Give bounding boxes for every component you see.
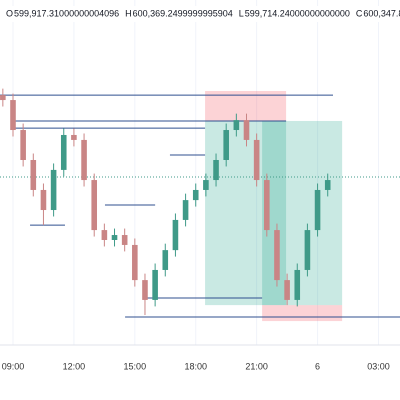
candle-body (162, 250, 169, 270)
candle-body (284, 280, 290, 300)
x-tick-label: 21:00 (245, 361, 268, 371)
candle-body (10, 100, 16, 131)
ohlc-value: 600,369.2499999995904 (133, 8, 233, 18)
ohlc-value: 599,714.24000000000000 (245, 8, 350, 18)
candle-body (60, 134, 67, 170)
candle-body (121, 235, 128, 245)
candle-body (223, 130, 229, 160)
x-tick-label: 6 (315, 361, 320, 371)
candle-body (294, 269, 301, 300)
candle-body (81, 139, 87, 181)
candle-body (101, 230, 108, 240)
candle-body (132, 244, 138, 281)
candle-body (111, 235, 118, 240)
candle-body (213, 159, 219, 181)
candle-body (253, 139, 260, 181)
candle-body (314, 189, 321, 231)
candle-body (324, 180, 331, 190)
position-loss-zone (205, 90, 287, 121)
candle-body (274, 230, 280, 281)
header-background (0, 6, 400, 22)
x-tick-label: 12:00 (63, 361, 86, 371)
candle-body (91, 180, 98, 231)
candle-body (264, 180, 270, 231)
candle-body (233, 120, 240, 131)
position-loss-zone (262, 305, 343, 322)
candle-body (30, 159, 37, 190)
x-tick-label: 15:00 (124, 361, 147, 371)
x-tick-label: 09:00 (2, 361, 25, 371)
x-tick-label: 18:00 (184, 361, 207, 371)
position-profit-zone (262, 120, 343, 306)
position-profit-zone (205, 120, 287, 306)
candle-body (203, 180, 209, 190)
candle-body (0, 95, 6, 101)
ohlc-label: H (125, 8, 132, 18)
candle-body (243, 120, 250, 140)
candle-body (304, 230, 311, 270)
candle-body (71, 134, 77, 140)
ohlc-label: C (356, 8, 363, 18)
candle-body (142, 280, 148, 300)
x-tick-label: 03:00 (367, 361, 390, 371)
candle-body (182, 200, 189, 220)
candle-body (152, 269, 158, 300)
ohlc-label: L (239, 8, 244, 18)
candle-body (50, 169, 57, 211)
candle-body (172, 219, 179, 251)
candle-body (40, 189, 47, 211)
ohlc-value: 600,347.849999999999 (363, 8, 400, 18)
ohlc-label: O (6, 8, 13, 18)
candle-body (20, 130, 26, 160)
ohlc-value: 599,917.31000000004096 (14, 8, 119, 18)
candle-body (192, 189, 199, 201)
